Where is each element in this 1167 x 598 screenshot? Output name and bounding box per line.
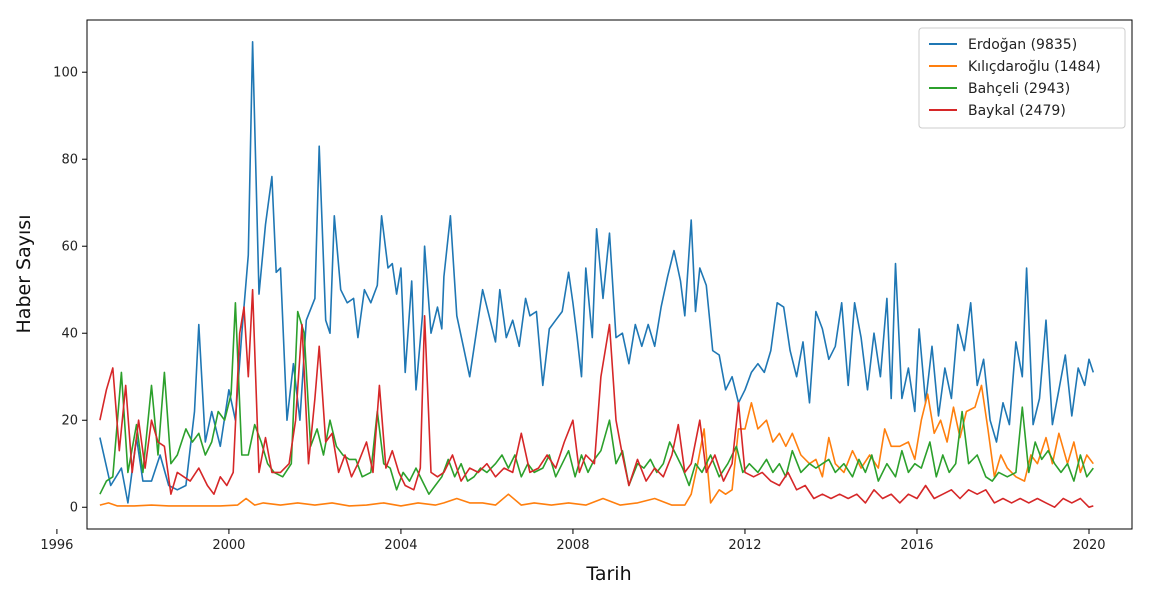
y-tick-label: 20 bbox=[61, 414, 78, 429]
legend: Erdoğan (9835) Kılıçdaroğlu (1484) Bahçeli… bbox=[918, 27, 1126, 129]
series-line-1 bbox=[99, 41, 1095, 504]
y-tick-label: 60 bbox=[61, 240, 78, 255]
series-line-3 bbox=[99, 302, 1094, 495]
legend-items: Erdoğan (9835) Kılıçdaroğlu (1484) Bahçeli… bbox=[929, 37, 1101, 119]
series-line-4 bbox=[99, 288, 1094, 508]
axes-layer: 1996 2000 2004 2008 2012 2016 2020 0 20 40 60 80 100 bbox=[40, 66, 1105, 553]
x-tick-label: 2016 bbox=[900, 538, 933, 553]
x-tick-label: 2000 bbox=[212, 538, 245, 553]
x-tick-label: 2012 bbox=[728, 538, 761, 553]
x-tick-label: 1996 bbox=[40, 538, 73, 553]
x-tick-label: 2020 bbox=[1072, 538, 1105, 553]
legend-box bbox=[918, 27, 1126, 129]
y-axis-title: Haber Sayısı bbox=[13, 215, 35, 334]
legend-label-2: Kılıçdaroğlu (1484) bbox=[968, 59, 1101, 75]
plot-frame bbox=[86, 19, 1133, 530]
x-axis-title: Tarih bbox=[585, 563, 631, 585]
x-tick-label: 2004 bbox=[384, 538, 417, 553]
y-tick-label: 40 bbox=[61, 327, 78, 342]
y-tick-label: 0 bbox=[70, 501, 78, 516]
legend-label-4: Baykal (2479) bbox=[968, 103, 1066, 119]
series-line-2 bbox=[99, 384, 1094, 507]
series-layer bbox=[99, 41, 1095, 508]
x-tick-label: 2008 bbox=[556, 538, 589, 553]
y-tick-label: 100 bbox=[53, 66, 78, 81]
legend-label-1: Erdoğan (9835) bbox=[968, 37, 1077, 53]
y-tick-label: 80 bbox=[61, 153, 78, 168]
legend-label-3: Bahçeli (2943) bbox=[968, 81, 1070, 97]
